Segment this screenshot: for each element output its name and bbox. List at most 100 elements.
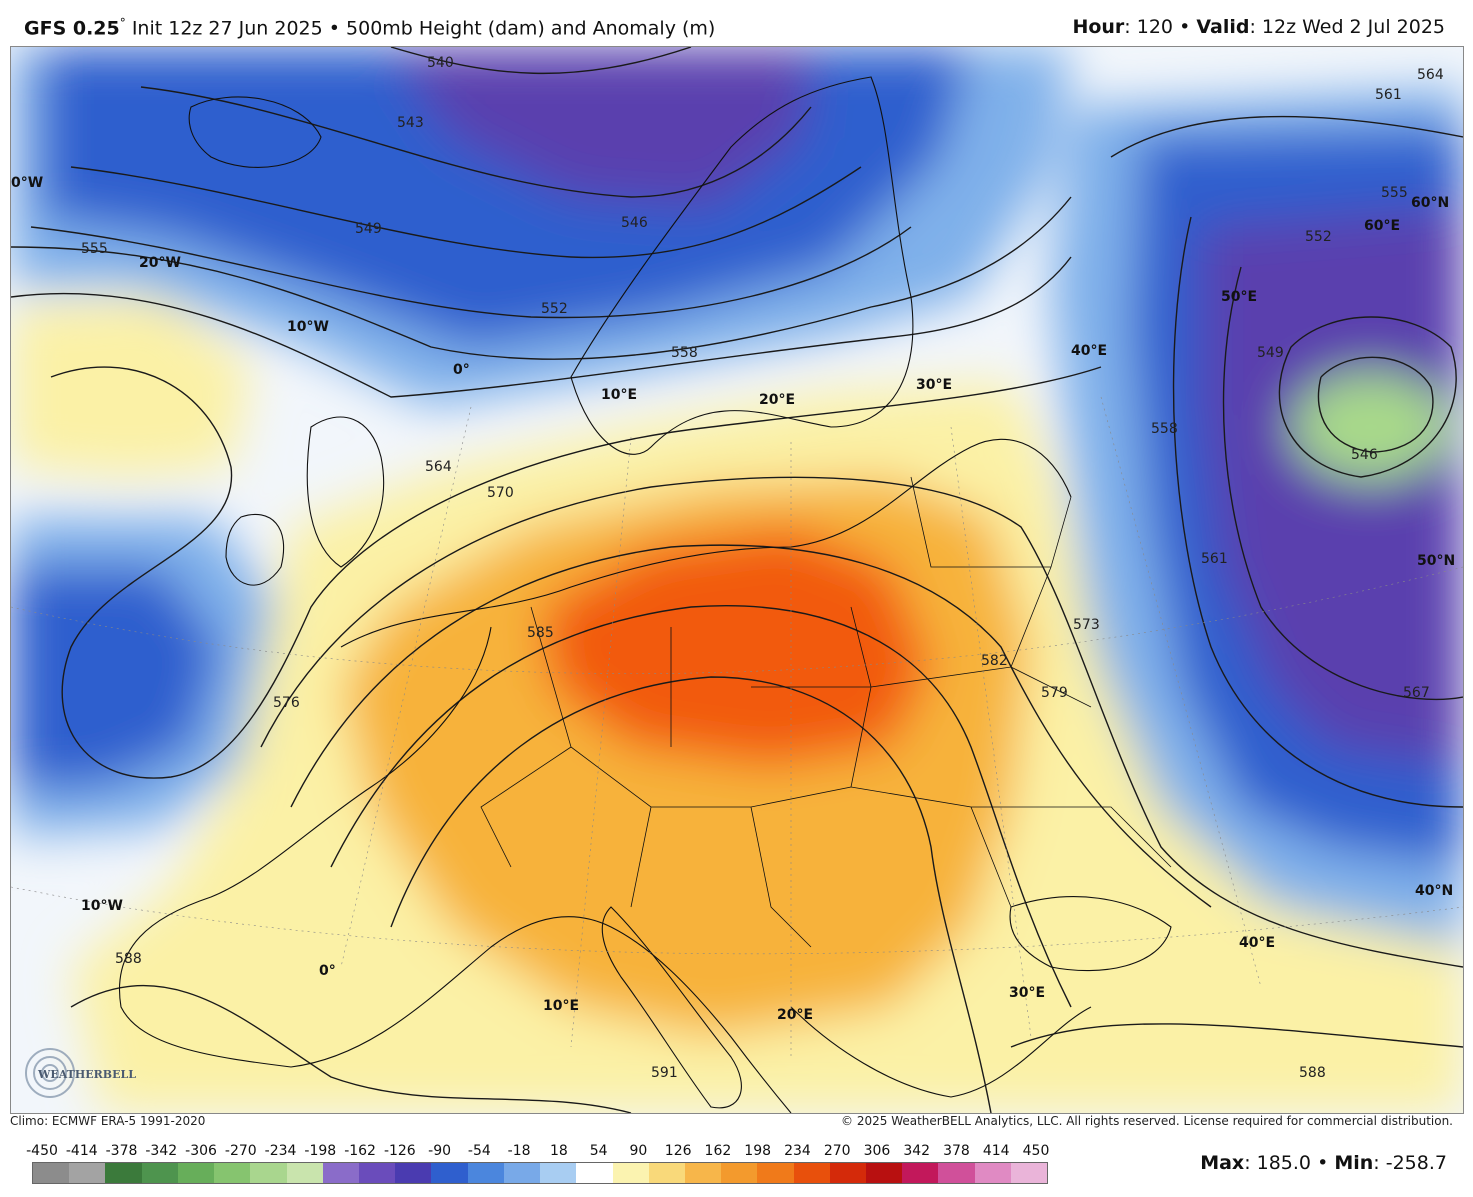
valid-value: : 12z Wed 2 Jul 2025 bbox=[1249, 16, 1445, 38]
scale-tick-label: 162 bbox=[704, 1143, 732, 1159]
lat-label: 50°N bbox=[1417, 553, 1455, 569]
contour-value: 561 bbox=[1375, 87, 1402, 103]
field-name: 500mb Height (dam) and Anomaly (m) bbox=[346, 17, 716, 40]
min-label: Min bbox=[1334, 1152, 1374, 1174]
title-separator-2: • bbox=[1179, 16, 1191, 38]
anomaly-neg-east-strong bbox=[1201, 207, 1463, 767]
contour-value: 588 bbox=[1299, 1065, 1326, 1081]
contour-line bbox=[140, 86, 812, 198]
weather-map[interactable]: 0°W 20°W 10°W 0° 10°E 20°E 30°E 40°E 50°… bbox=[10, 46, 1464, 1114]
lon-label: 20°E bbox=[777, 1007, 813, 1023]
scale-swatch bbox=[757, 1163, 794, 1183]
lon-label: 20°E bbox=[759, 392, 795, 408]
contour-value: 543 bbox=[397, 115, 424, 131]
scale-tick-label: -90 bbox=[428, 1143, 452, 1159]
scale-swatch bbox=[938, 1163, 975, 1183]
contour-value: 573 bbox=[1073, 617, 1100, 633]
scale-tick-label: 450 bbox=[1022, 1143, 1050, 1159]
max-min-stats: Max: 185.0 • Min: -258.7 bbox=[1200, 1152, 1447, 1174]
contour-value: 546 bbox=[1351, 447, 1378, 463]
coast-ireland bbox=[225, 513, 285, 586]
lon-label: 30°E bbox=[916, 377, 952, 393]
stats-separator: • bbox=[1317, 1152, 1329, 1174]
contour-value: 549 bbox=[1257, 345, 1284, 361]
scale-swatch bbox=[395, 1163, 432, 1183]
scale-swatch bbox=[286, 1163, 323, 1183]
contour-value: 555 bbox=[81, 241, 108, 257]
lon-label: 0°W bbox=[11, 175, 43, 191]
scale-tick-label: 234 bbox=[784, 1143, 811, 1159]
scale-tick-label: 90 bbox=[629, 1143, 648, 1159]
contour-value: 576 bbox=[273, 695, 300, 711]
min-value: : -258.7 bbox=[1373, 1152, 1447, 1174]
contour-line bbox=[1222, 266, 1463, 700]
scale-swatch bbox=[33, 1163, 70, 1183]
scale-tick-label: 342 bbox=[903, 1143, 931, 1159]
scale-tick-label: 54 bbox=[589, 1143, 608, 1159]
lon-label: 40°E bbox=[1071, 343, 1107, 359]
scale-tick-label: 126 bbox=[664, 1143, 692, 1159]
scale-tick-label: 306 bbox=[863, 1143, 891, 1159]
hour-label: Hour bbox=[1072, 16, 1125, 38]
height-contours bbox=[11, 47, 1463, 1113]
lat-label: 40°N bbox=[1415, 883, 1453, 899]
scale-tick-label: -450 bbox=[26, 1143, 58, 1159]
lon-label: 10°W bbox=[287, 319, 329, 335]
lon-label: 0° bbox=[453, 362, 470, 378]
scale-tick-label: -378 bbox=[105, 1143, 138, 1159]
scale-swatch bbox=[177, 1163, 215, 1183]
lon-label: 30°E bbox=[1009, 985, 1045, 1001]
scale-tick-label: 270 bbox=[823, 1143, 851, 1159]
contour-value: 564 bbox=[425, 459, 452, 475]
contour-line bbox=[390, 47, 692, 75]
contour-value: 570 bbox=[487, 485, 514, 501]
scale-tick-label: 414 bbox=[982, 1143, 1010, 1159]
scale-tick-label: -198 bbox=[304, 1143, 337, 1159]
parallel bbox=[11, 566, 1463, 674]
map-canvas: 0°W 20°W 10°W 0° 10°E 20°E 30°E 40°E 50°… bbox=[11, 47, 1463, 1113]
title-separator: • bbox=[328, 17, 340, 40]
scale-swatch bbox=[214, 1163, 251, 1183]
scale-tick-label: -306 bbox=[185, 1143, 217, 1159]
contour-line bbox=[1110, 115, 1463, 158]
model-name: GFS 0.25 bbox=[24, 17, 120, 40]
chart-header: GFS 0.25° Init 12z 27 Jun 2025 • 500mb H… bbox=[0, 0, 1473, 46]
lon-label: 10°E bbox=[601, 387, 637, 403]
contour-value: 546 bbox=[621, 215, 648, 231]
logo-text: WEATHERBELL bbox=[37, 1068, 136, 1081]
contour-line bbox=[1278, 316, 1457, 478]
contour-value: 585 bbox=[527, 625, 554, 641]
anomaly-neg-west-mid bbox=[11, 567, 221, 787]
anomaly-pos-weak-west bbox=[11, 297, 251, 477]
scale-swatch bbox=[684, 1163, 722, 1183]
contour-line bbox=[50, 366, 1102, 779]
coast-britain bbox=[306, 416, 385, 568]
lon-label: 50°E bbox=[1221, 289, 1257, 305]
coast-italy bbox=[601, 906, 742, 1109]
scale-tick-label: -162 bbox=[344, 1143, 376, 1159]
weatherbell-logo: WEATHERBELL bbox=[22, 1042, 142, 1104]
scale-tick-label: -54 bbox=[467, 1143, 491, 1159]
scale-swatch bbox=[467, 1163, 504, 1183]
scale-swatch bbox=[503, 1163, 541, 1183]
scale-swatch bbox=[1010, 1163, 1048, 1183]
contour-line bbox=[70, 166, 862, 259]
scale-swatch bbox=[576, 1163, 613, 1183]
climo-note: Climo: ECMWF ERA-5 1991-2020 bbox=[10, 1114, 206, 1128]
contour-value: 549 bbox=[355, 221, 382, 237]
max-value: : 185.0 bbox=[1244, 1152, 1312, 1174]
parallel bbox=[11, 886, 1463, 955]
scale-swatch bbox=[612, 1163, 649, 1183]
anomaly-shading bbox=[11, 47, 1463, 1113]
scale-swatch bbox=[648, 1163, 685, 1183]
contour-value: 558 bbox=[1151, 421, 1178, 437]
scale-swatch bbox=[902, 1163, 939, 1183]
scale-tick-label: -342 bbox=[145, 1143, 178, 1159]
scale-tick-label: -414 bbox=[65, 1143, 98, 1159]
contour-line bbox=[290, 544, 1212, 908]
contour-value: 558 bbox=[671, 345, 698, 361]
scale-swatch bbox=[721, 1163, 758, 1183]
scale-tick-labels: -450 -414 -378 -342 -306 -270 -234 -198 -162 -126… bbox=[26, 1143, 1052, 1159]
contour-value-labels: 540 543 546 549 552 555 558 564 570 576 … bbox=[81, 55, 1444, 1081]
coast-scandinavia bbox=[570, 76, 914, 455]
